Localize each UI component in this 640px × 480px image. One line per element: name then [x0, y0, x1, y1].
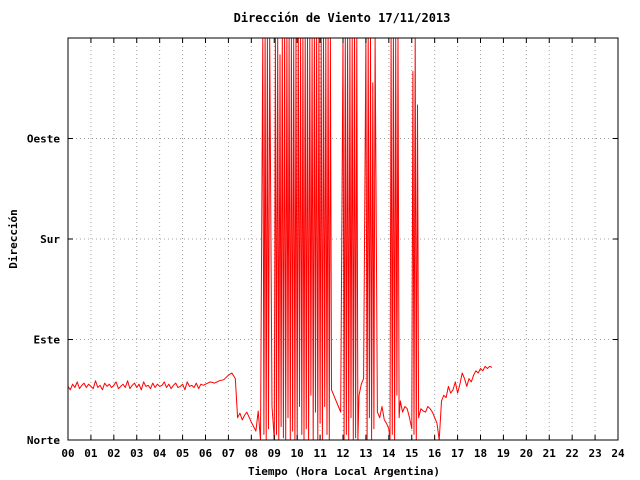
x-tick-label: 15 [405, 447, 418, 460]
x-axis-label: Tiempo (Hora Local Argentina) [248, 465, 440, 478]
y-tick-label: Sur [40, 233, 60, 246]
x-tick-label: 00 [61, 447, 74, 460]
x-tick-label: 10 [291, 447, 304, 460]
axis-ticks: 00 01 02 03 04 05 06 07 08 09 10 11 12 13 14 15 16 17 18 19… [27, 38, 625, 460]
x-tick-label: 19 [497, 447, 510, 460]
x-tick-label: 17 [451, 447, 464, 460]
x-tick-label: 22 [566, 447, 579, 460]
grid-lines [68, 38, 618, 440]
x-tick-label: 09 [268, 447, 281, 460]
x-tick-label: 04 [153, 447, 167, 460]
y-tick-label: Oeste [27, 133, 60, 146]
x-tick-label: 23 [588, 447, 601, 460]
x-tick-label: 21 [543, 447, 557, 460]
x-tick-label: 11 [313, 447, 327, 460]
x-tick-label: 16 [428, 447, 442, 460]
x-tick-label: 08 [245, 447, 258, 460]
y-tick-label: Norte [27, 434, 60, 447]
x-tick-label: 07 [222, 447, 235, 460]
x-tick-label: 18 [474, 447, 487, 460]
x-tick-label: 20 [520, 447, 533, 460]
y-tick-label: Este [34, 334, 61, 347]
y-axis-label: Dirección [7, 209, 20, 269]
x-tick-label: 02 [107, 447, 120, 460]
x-tick-label: 01 [84, 447, 98, 460]
x-tick-label: 24 [611, 447, 625, 460]
x-tick-label: 12 [336, 447, 349, 460]
x-tick-label: 13 [359, 447, 372, 460]
x-tick-label: 05 [176, 447, 189, 460]
chart-title: Dirección de Viento 17/11/2013 [234, 11, 451, 25]
x-tick-label: 14 [382, 447, 396, 460]
x-tick-label: 06 [199, 447, 213, 460]
x-tick-label: 03 [130, 447, 143, 460]
